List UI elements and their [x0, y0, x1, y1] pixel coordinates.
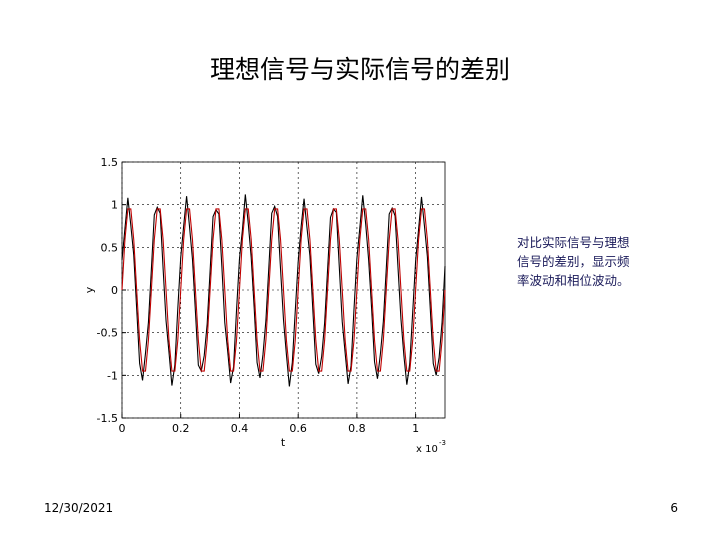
y-tick-label: 0	[111, 284, 118, 297]
series-line	[121, 194, 446, 387]
x-tick-label: 0.4	[231, 422, 249, 435]
y-tick-label: 1.5	[101, 156, 119, 169]
slide-title: 理想信号与实际信号的差别	[210, 55, 510, 84]
page-number: 6	[670, 501, 678, 515]
note-line: 对比实际信号与理想	[517, 235, 630, 250]
y-tick-label: -1.5	[97, 412, 118, 425]
x-tick-label: 1	[412, 422, 419, 435]
note-line: 率波动和相位波动。	[517, 273, 630, 288]
x-scale-base: x 10	[416, 444, 438, 455]
date: 12/30/2021	[44, 501, 113, 515]
x-scale-exponent: -3	[439, 439, 446, 447]
x-tick-label: 0	[119, 422, 126, 435]
series-line	[121, 208, 446, 372]
note-line: 信号的差别，显示频	[517, 254, 630, 269]
x-tick-label: 0.2	[172, 422, 190, 435]
x-axis-label: t	[281, 436, 286, 449]
y-axis-label: y	[83, 286, 96, 293]
x-tick-label: 0.8	[348, 422, 366, 435]
x-tick-label: 0.6	[289, 422, 307, 435]
y-tick-label: -1	[107, 369, 118, 382]
y-tick-label: 0.5	[101, 241, 119, 254]
y-tick-label: 1	[111, 199, 118, 212]
plot-area: -1.5 -1 -0.5 0 0.5 1 1.5 0 0.2 0.4 0.6 0.8 1	[97, 156, 446, 435]
y-tick-label: -0.5	[97, 327, 118, 340]
